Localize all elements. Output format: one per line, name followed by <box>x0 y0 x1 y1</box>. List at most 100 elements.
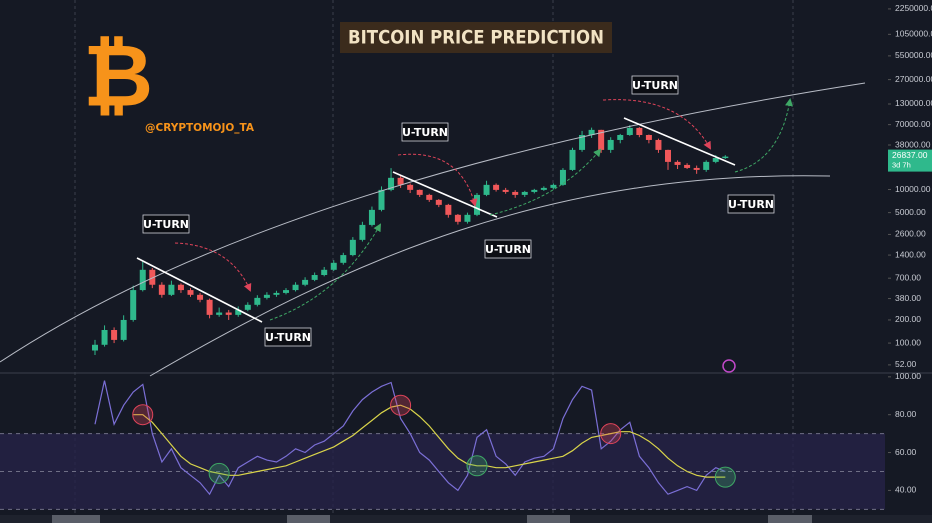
candle-body <box>607 139 614 150</box>
trendline <box>392 171 498 218</box>
candle-body <box>283 290 289 293</box>
candle-body <box>693 167 700 170</box>
channel-lower <box>149 175 831 377</box>
candle-body <box>416 189 423 195</box>
marker-circle <box>600 423 622 445</box>
annotation-box <box>484 239 532 259</box>
y-tick-label: 1400.00 <box>895 249 926 259</box>
y-tick-label: 70000.00 <box>895 119 931 129</box>
candle-body <box>559 169 566 185</box>
candle-body <box>120 319 127 340</box>
trendline <box>623 117 736 166</box>
arrow-up <box>734 98 793 173</box>
y-tick-label: 2600.00 <box>895 229 926 239</box>
candle-body <box>111 330 118 340</box>
candle-body <box>311 275 318 280</box>
arrow-down <box>602 99 711 150</box>
candle-body <box>684 164 691 168</box>
candle-body <box>598 129 605 150</box>
candle-body <box>92 344 98 351</box>
candle-body <box>550 184 557 188</box>
candles <box>92 125 729 355</box>
candle-body <box>235 309 242 315</box>
candle-body <box>722 156 729 159</box>
time-marker <box>287 515 330 523</box>
time-bar <box>0 515 932 523</box>
candle-body <box>426 194 433 200</box>
candle-body <box>512 191 519 195</box>
drawings <box>0 82 866 377</box>
candle-body <box>407 184 414 190</box>
annotation-box <box>142 214 190 234</box>
arrow-up <box>489 148 602 216</box>
candle-body <box>368 209 375 225</box>
candle-body <box>569 149 576 170</box>
candle-body <box>483 184 490 195</box>
annotation-box <box>727 194 775 214</box>
annotation: U-TURN <box>728 198 774 211</box>
y-tick-label: 100.00 <box>895 337 921 347</box>
candle-body <box>302 279 309 285</box>
candle-body <box>177 284 184 291</box>
marker-circle <box>466 455 488 477</box>
candle-body <box>101 330 108 345</box>
y-tick-label: 52.00 <box>895 359 917 369</box>
y-tick-label: 130000.00 <box>895 98 932 108</box>
candle-body <box>321 269 328 276</box>
chart-title: BITCOIN PRICE PREDICTION <box>348 27 604 49</box>
annotation: U-TURN <box>402 126 448 139</box>
time-marker <box>768 515 812 523</box>
price-tag <box>888 149 932 172</box>
candle-body <box>225 312 232 315</box>
candle-body <box>244 304 251 310</box>
y-tick-label: 2250000.00 <box>895 3 932 13</box>
candle-body <box>359 224 366 240</box>
candle-body <box>464 214 471 222</box>
candle-body <box>330 262 337 270</box>
y-tick-label: 1050000.00 <box>895 29 932 39</box>
y-tick-label: 10000.00 <box>895 184 931 194</box>
candle-body <box>645 134 652 140</box>
marker-circle <box>390 394 412 416</box>
candle-body <box>617 134 624 140</box>
candle-body <box>254 297 261 305</box>
candle-body <box>349 239 356 256</box>
time-marker <box>52 515 100 523</box>
candle-body <box>435 199 442 205</box>
candle-body <box>655 139 662 150</box>
icon <box>722 359 736 373</box>
candle-body <box>540 187 547 190</box>
countdown: 3d 7h <box>892 161 911 170</box>
annotation: U-TURN <box>143 218 189 231</box>
candle-body <box>216 312 223 315</box>
annotation-box <box>264 327 312 347</box>
candle-body <box>378 189 385 210</box>
series-line <box>133 404 726 478</box>
candle-body <box>263 294 270 298</box>
annotation: U-TURN <box>485 243 531 256</box>
handle: @CRYPTOMOJO_TA <box>145 122 255 134</box>
candle-body <box>340 255 347 263</box>
candle-body <box>206 299 213 315</box>
annotation: U-TURN <box>632 79 678 92</box>
candle-body <box>674 161 681 165</box>
annotation-box <box>631 75 679 95</box>
candle-body <box>531 189 538 192</box>
candle-body <box>130 290 137 320</box>
candle-body <box>158 284 165 295</box>
marker-circle <box>714 466 736 488</box>
candle-body <box>636 127 643 135</box>
y-tick-label: 380.00 <box>895 293 921 303</box>
candle-body <box>712 158 719 162</box>
candle-body <box>149 269 156 285</box>
price-label: 26837.00 <box>892 150 928 160</box>
y-tick-label: 550000.00 <box>895 50 932 60</box>
y-tick-label: 100.00 <box>895 371 921 381</box>
y-tick-label: 5000.00 <box>895 207 926 217</box>
candle-body <box>445 204 452 215</box>
candle-body <box>197 294 204 300</box>
candle-body <box>502 189 509 192</box>
